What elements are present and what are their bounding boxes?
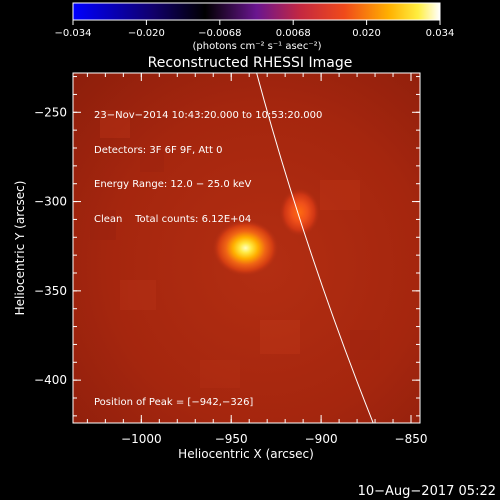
info-energy-range: Energy Range: 12.0 − 25.0 keV <box>94 179 252 190</box>
x-tick-label: −900 <box>305 432 338 446</box>
rhessi-image <box>73 73 420 423</box>
y-tick-label: −350 <box>34 284 67 298</box>
colorbar-tick-label: 0.0068 <box>276 28 311 39</box>
colorbar-tick-label: −0.034 <box>54 28 91 39</box>
y-tick-label: −250 <box>34 105 67 119</box>
main-source <box>212 220 279 276</box>
plot-frame <box>72 72 421 424</box>
info-detectors: Detectors: 3F 6F 9F, Att 0 <box>94 144 223 156</box>
plot-title: Reconstructed RHESSI Image <box>148 55 353 71</box>
colorbar-tick-label: −0.020 <box>128 28 165 39</box>
y-tick-label: −400 <box>34 373 67 387</box>
solar-limb <box>256 73 374 423</box>
secondary-source <box>279 188 320 237</box>
colorbar-ticks: −0.034 −0.020 −0.0068 0.0068 0.020 0.034 <box>54 20 454 39</box>
colorbar-tick-label: −0.0068 <box>198 28 241 39</box>
footer-date: 10−Aug−2017 05:22 <box>358 484 496 499</box>
x-tick-label: −950 <box>215 432 248 446</box>
x-axis-label: Heliocentric X (arcsec) <box>178 447 314 461</box>
info-counts: Clean Total counts: 6.12E+04 <box>94 213 252 225</box>
x-axis-ticks: −1000 −950 −900 −850 <box>86 73 428 446</box>
x-tick-label: −1000 <box>121 432 162 446</box>
colorbar-tick-label: 0.020 <box>352 28 381 39</box>
info-time-range: 23−Nov−2014 10:43:20.000 to 10:53:20.000 <box>94 110 323 121</box>
colorbar <box>72 2 441 21</box>
x-tick-label: −850 <box>395 432 428 446</box>
y-axis-ticks: −250 −300 −350 −400 <box>34 76 420 417</box>
colorbar-units: (photons cm⁻² s⁻¹ asec⁻²) <box>192 41 321 52</box>
y-tick-label: −300 <box>34 195 67 209</box>
observation-info: 23−Nov−2014 10:43:20.000 to 10:53:20.000… <box>94 87 322 237</box>
peak-position: Position of Peak = [−942,−326] <box>94 397 254 408</box>
y-axis-label: Heliocentric Y (arcsec) <box>13 181 27 316</box>
colorbar-tick-label: 0.034 <box>426 28 455 39</box>
